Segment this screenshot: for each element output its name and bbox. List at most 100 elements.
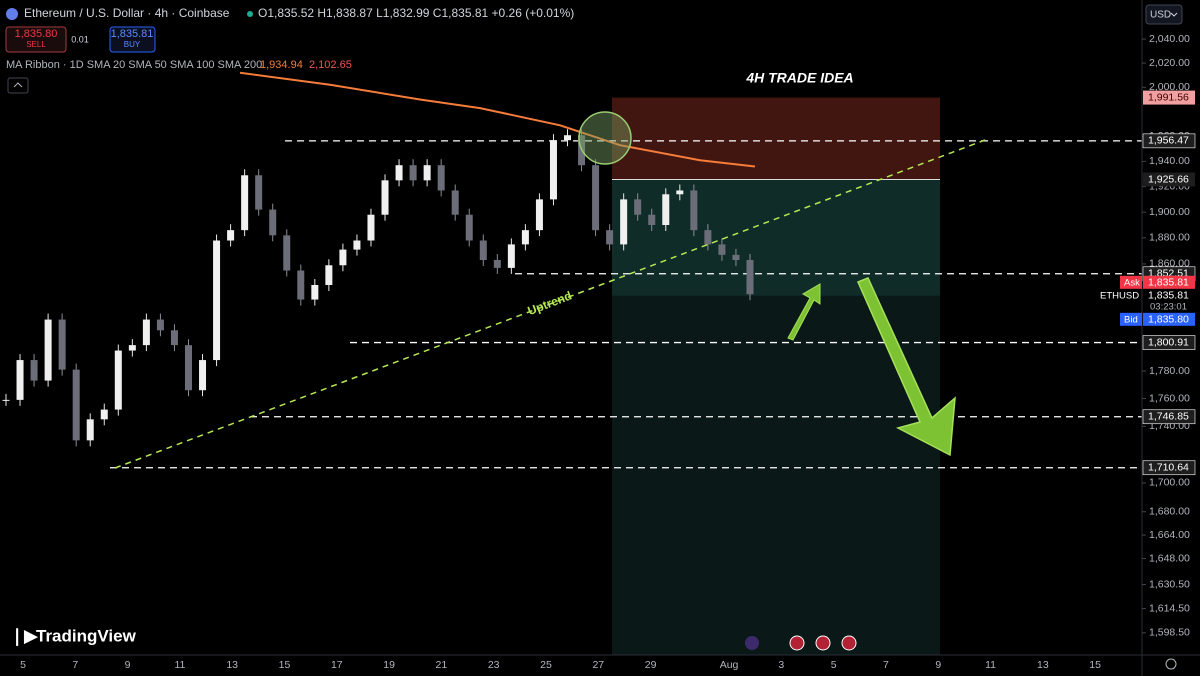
candle-body	[648, 214, 656, 226]
x-tick-label: 9	[935, 659, 941, 671]
candle-body	[58, 319, 66, 370]
candle-body	[549, 140, 557, 200]
highlight-circle	[578, 111, 632, 165]
candle-body	[367, 214, 375, 241]
candle-body	[156, 319, 164, 331]
y-tick-label: 1,648.00	[1149, 552, 1190, 564]
candle-body	[86, 419, 94, 441]
candle-body	[255, 175, 263, 210]
event-icon[interactable]	[789, 635, 805, 651]
x-tick-label: 17	[331, 659, 343, 671]
candle-body	[634, 199, 642, 215]
price-tag: 1,991.56	[1148, 91, 1189, 103]
last-price: 1,835.81	[1148, 290, 1189, 302]
stop-zone	[612, 97, 940, 180]
x-tick-label: 27	[592, 659, 604, 671]
x-tick-label: 7	[72, 659, 78, 671]
y-tick-label: 2,020.00	[1149, 57, 1190, 69]
x-tick-label: 7	[883, 659, 889, 671]
x-tick-label: 11	[174, 659, 185, 671]
x-tick-label: 15	[279, 659, 291, 671]
symbol-tag: ETHUSD	[1100, 290, 1139, 301]
candle-body	[2, 399, 10, 401]
collapse-button[interactable]	[7, 77, 29, 94]
sma-value: 2,102.65	[309, 59, 352, 71]
candle-body	[479, 240, 487, 261]
ask-price: 1,835.81	[1148, 277, 1189, 289]
candle-body	[521, 230, 529, 245]
x-tick-label: 21	[436, 659, 448, 671]
x-tick-label: 11	[985, 659, 996, 671]
candles	[2, 71, 756, 447]
candle-body	[30, 360, 38, 381]
candle-body	[353, 240, 361, 250]
candle-body	[283, 235, 291, 271]
buy-label: BUY	[124, 40, 141, 49]
x-tick-label: 9	[125, 659, 131, 671]
price-tag: 1,956.47	[1148, 135, 1189, 147]
x-tick-label: Aug	[720, 659, 739, 671]
entry-zone	[612, 179, 940, 296]
price-tag: 1,710.64	[1148, 462, 1189, 474]
candle-body	[142, 319, 150, 346]
y-tick-label: 1,780.00	[1149, 365, 1190, 377]
event-icon[interactable]	[745, 636, 759, 650]
x-tick-label: 15	[1089, 659, 1101, 671]
settings-icon[interactable]	[1165, 658, 1177, 670]
sell-button[interactable]	[5, 26, 67, 53]
price-tag-bg	[1142, 409, 1196, 425]
y-tick-label: 1,760.00	[1149, 392, 1190, 404]
zones	[612, 97, 940, 655]
candle-body	[606, 230, 614, 245]
candle-body	[114, 350, 122, 410]
candle-body	[269, 209, 277, 236]
candle-body	[493, 260, 501, 268]
candle-body	[325, 265, 333, 285]
countdown: 03:23:01	[1150, 301, 1187, 312]
chart-title: 4H TRADE IDEA	[745, 70, 853, 86]
y-tick-label: 1,614.50	[1149, 602, 1190, 614]
currency-caret	[1170, 12, 1178, 17]
y-tick-label: 2,000.00	[1149, 81, 1190, 93]
price-tag-bg	[1143, 90, 1195, 105]
candle-body	[423, 165, 431, 181]
candle-body	[381, 180, 389, 215]
sell-label: SELL	[26, 40, 46, 49]
y-tick-label: 1,664.00	[1149, 529, 1190, 541]
y-tick-label: 1,700.00	[1149, 477, 1190, 489]
candle-body	[184, 345, 192, 391]
x-tick-label: 19	[383, 659, 395, 671]
event-icon[interactable]	[815, 635, 831, 651]
candle-body	[339, 249, 347, 266]
candle-body	[128, 345, 136, 351]
x-tick-label: 25	[540, 659, 552, 671]
bid-price: 1,835.80	[1148, 314, 1189, 326]
y-tick-label: 1,598.50	[1149, 627, 1190, 639]
candle-body	[676, 190, 684, 195]
event-icon[interactable]	[841, 635, 857, 651]
symbol: Ethereum / U.S. Dollar · 4h · Coinbase	[24, 6, 230, 20]
arrow-down	[856, 277, 956, 457]
y-tick-label: 1,680.00	[1149, 506, 1190, 518]
candle-body	[732, 254, 740, 261]
currency: USD	[1150, 10, 1171, 21]
candle-body	[465, 214, 473, 241]
price-tag: 1,746.85	[1148, 411, 1189, 423]
currency-button[interactable]	[1145, 4, 1183, 25]
symbol-icon	[6, 8, 18, 20]
ask-bg	[1120, 275, 1142, 289]
candle-body	[690, 190, 698, 231]
ask-label: Ask	[1124, 277, 1140, 288]
bid-label: Bid	[1124, 314, 1138, 325]
price-tag: 1,800.91	[1148, 336, 1189, 348]
y-tick-label: 1,940.00	[1149, 155, 1190, 167]
candle-body	[535, 199, 543, 231]
buy-price: 1,835.81	[111, 28, 154, 40]
candle-body	[227, 230, 235, 241]
candle-body	[437, 165, 445, 191]
buy-button[interactable]	[109, 26, 156, 53]
logo-mark: ❘▶	[10, 626, 38, 646]
x-tick-label: 3	[778, 659, 784, 671]
bid-price-bg	[1143, 312, 1195, 326]
